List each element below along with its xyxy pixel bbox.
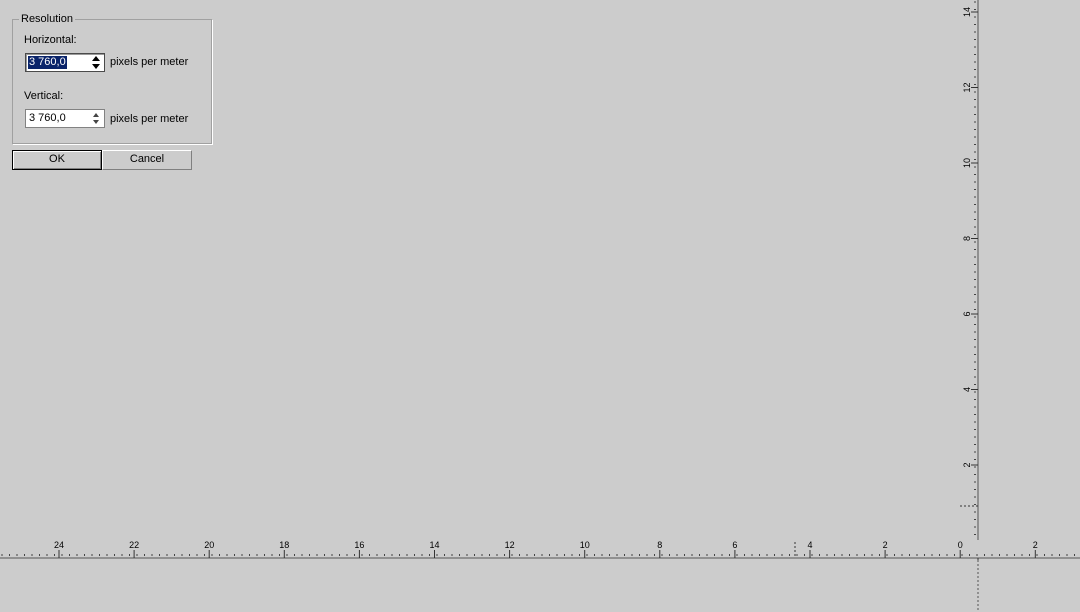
horizontal-unit: pixels per meter: [110, 56, 189, 68]
ok-button[interactable]: OK: [12, 150, 102, 170]
horizontal-spin-arrows[interactable]: [88, 54, 104, 71]
ruler-v-label: 6: [962, 311, 972, 316]
group-title: Resolution: [19, 13, 75, 26]
ruler-h-label: 18: [279, 540, 289, 550]
ruler-h-label: 8: [657, 540, 662, 550]
ruler-h-label: 4: [807, 540, 812, 550]
ruler-v-label: 4: [962, 387, 972, 392]
ruler-h-label: 24: [54, 540, 64, 550]
horizontal-ruler[interactable]: 24 22 20 18 16 14 12 10 8 6 4 2 0 2: [0, 538, 1080, 562]
ruler-v-label: 2: [962, 462, 972, 467]
ruler-h-label: 0: [958, 540, 963, 550]
vertical-spin-arrows[interactable]: [88, 110, 104, 127]
cancel-button[interactable]: Cancel: [102, 150, 192, 170]
ruler-h-label: 12: [505, 540, 515, 550]
ruler-v-label: 10: [962, 158, 972, 168]
vertical-unit: pixels per meter: [110, 113, 189, 125]
vertical-value[interactable]: 3 760,0: [29, 112, 66, 124]
arrow-down-icon[interactable]: [92, 64, 100, 69]
ruler-h-label: 10: [580, 540, 590, 550]
arrow-up-icon[interactable]: [92, 56, 100, 61]
arrow-down-icon[interactable]: [93, 120, 99, 124]
ruler-h-label: 22: [129, 540, 139, 550]
arrow-up-icon[interactable]: [93, 113, 99, 117]
ruler-h-label: 6: [732, 540, 737, 550]
vertical-label: Vertical:: [24, 90, 64, 102]
ruler-v-label: 12: [962, 82, 972, 92]
horizontal-spinbox[interactable]: 3 760,0: [25, 53, 105, 72]
ruler-h-label: 14: [429, 540, 439, 550]
resolution-groupbox: Resolution Horizontal: 3 760,0 pixels pe…: [12, 13, 212, 144]
ruler-h-label: 20: [204, 540, 214, 550]
ruler-h-label: 2: [1033, 540, 1038, 550]
horizontal-label: Horizontal:: [24, 34, 77, 46]
vertical-ruler[interactable]: 14 12 10 8 6 4 2: [956, 0, 986, 612]
ruler-h-label: 2: [883, 540, 888, 550]
horizontal-value[interactable]: 3 760,0: [28, 56, 67, 69]
ruler-v-label: 8: [962, 236, 972, 241]
vertical-spinbox[interactable]: 3 760,0: [25, 109, 105, 128]
ruler-v-label: 14: [962, 7, 972, 17]
ruler-h-label: 16: [354, 540, 364, 550]
